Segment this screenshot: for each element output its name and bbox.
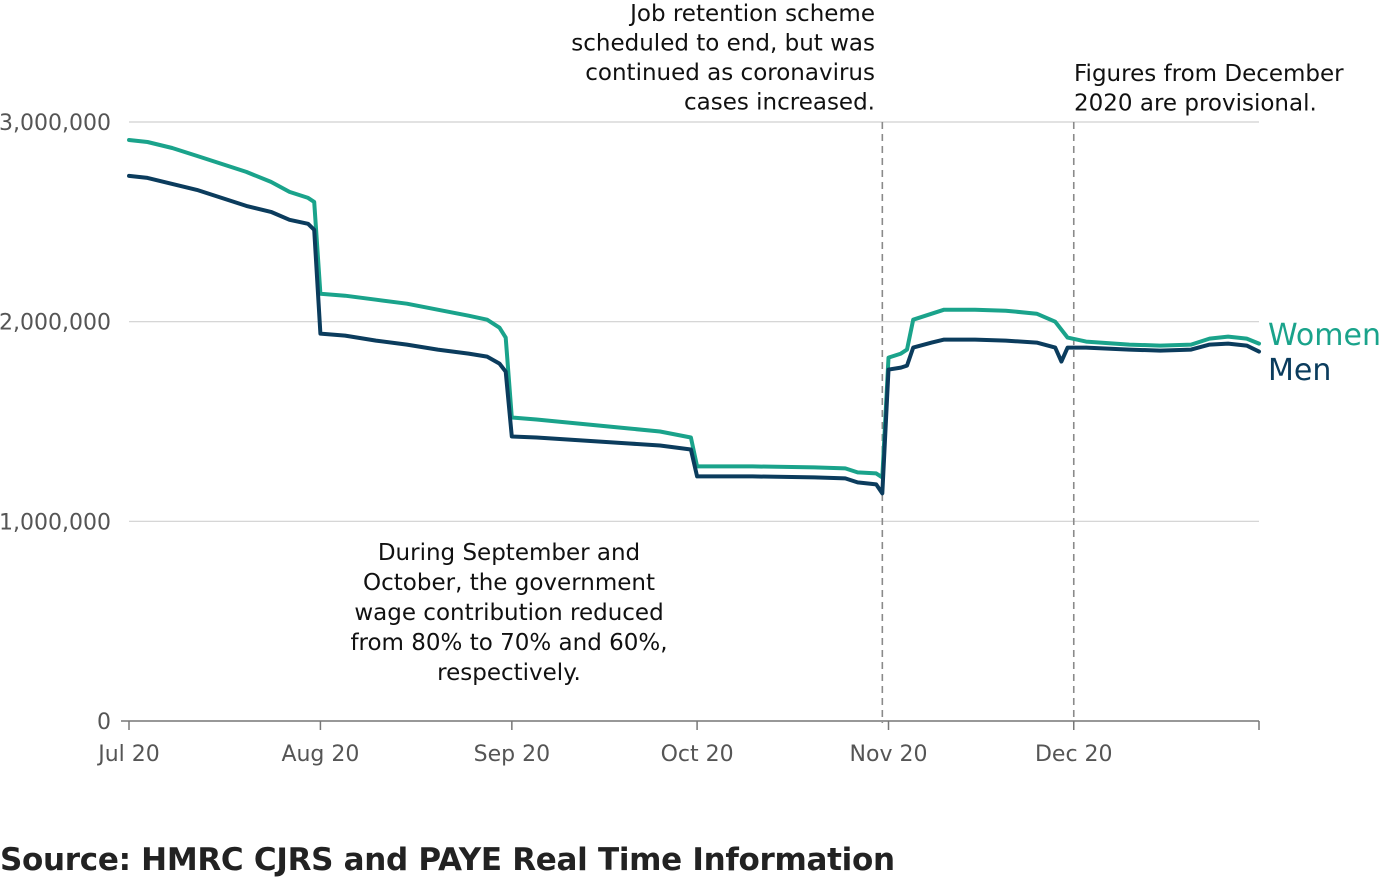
axes: 0 1,000,000 2,000,000 3,000,000 Jul 20 Aug 20… bbox=[0, 111, 1260, 767]
source-note: Source: HMRC CJRS and PAYE Real Time Inf… bbox=[0, 842, 895, 878]
annotations: Job retention scheme scheduled to end, bu… bbox=[350, 1, 1344, 686]
series-line-women bbox=[127, 138, 1261, 480]
y-tick-label: 1,000,000 bbox=[0, 510, 111, 535]
series-lines bbox=[127, 138, 1261, 496]
annotation-line: cases increased. bbox=[684, 90, 875, 116]
x-tick-label: Jul 20 bbox=[96, 742, 160, 767]
annotation-line: October, the government bbox=[363, 570, 655, 596]
x-tick-label: Oct 20 bbox=[661, 742, 734, 767]
annotation-line: wage contribution reduced bbox=[354, 600, 663, 626]
legend-label-women: Women bbox=[1268, 318, 1381, 353]
legend-label-men: Men bbox=[1268, 353, 1331, 388]
x-tick-label: Aug 20 bbox=[281, 742, 359, 767]
x-tick-label: Nov 20 bbox=[850, 742, 928, 767]
annotation-line: scheduled to end, but was bbox=[571, 31, 875, 57]
annotation-line: During September and bbox=[378, 540, 640, 566]
series-line-men bbox=[127, 173, 1261, 496]
annotation-line: 2020 are provisional. bbox=[1074, 91, 1317, 117]
y-tick-label: 2,000,000 bbox=[0, 311, 111, 336]
y-tick-label: 3,000,000 bbox=[0, 111, 111, 136]
line-chart: 0 1,000,000 2,000,000 3,000,000 Jul 20 Aug 20… bbox=[0, 1, 1381, 767]
annotation-line: Figures from December bbox=[1074, 61, 1344, 87]
x-tick-label: Sep 20 bbox=[474, 742, 550, 767]
y-tick-label: 0 bbox=[97, 710, 111, 735]
annotation-line: from 80% to 70% and 60%, bbox=[350, 630, 667, 656]
gridlines bbox=[129, 121, 1259, 522]
reference-lines bbox=[881, 122, 1075, 723]
annotation-line: Job retention scheme bbox=[628, 1, 875, 27]
x-tick-label: Dec 20 bbox=[1035, 742, 1113, 767]
annotation-line: respectively. bbox=[437, 660, 581, 686]
annotation-line: continued as coronavirus bbox=[585, 60, 875, 86]
